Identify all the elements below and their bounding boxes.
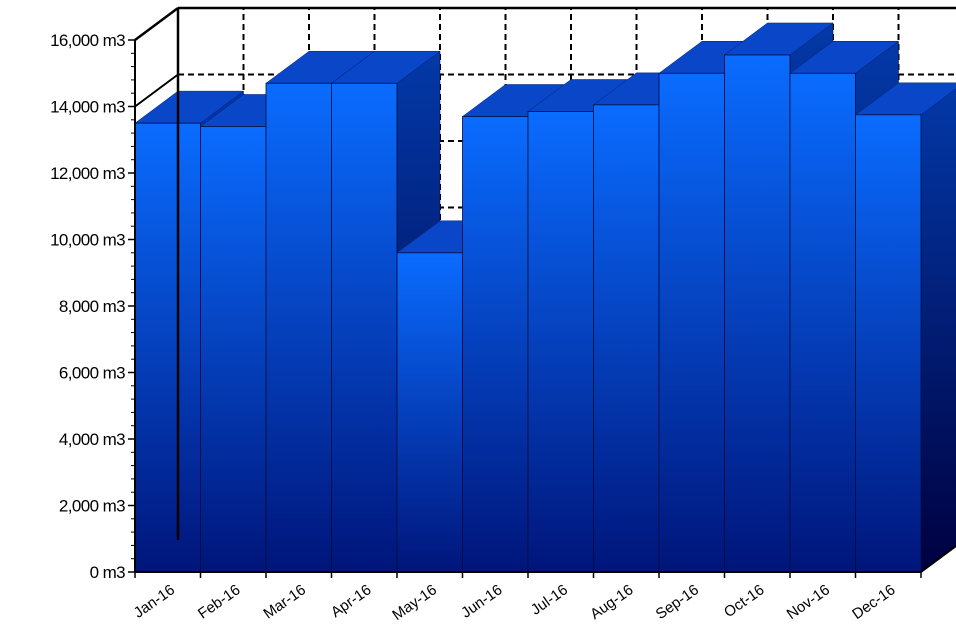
y-tick-label: 10,000 m3: [50, 231, 125, 250]
x-tick-label: Oct-16: [721, 581, 768, 621]
x-tick-label: Nov-16: [784, 581, 833, 623]
x-tick-label: Feb-16: [195, 581, 244, 622]
x-tick-label: Sep-16: [653, 581, 702, 623]
bar: [854, 82, 956, 573]
x-tick-label: Jul-16: [528, 581, 571, 618]
y-tick-label: 14,000 m3: [50, 98, 125, 117]
x-tick-label: Aug-16: [587, 581, 636, 623]
y-tick-label: 4,000 m3: [59, 430, 125, 449]
bar-front: [265, 82, 332, 573]
bar-front: [789, 72, 856, 573]
y-tick-label: 12,000 m3: [50, 164, 125, 183]
bars: [134, 22, 956, 573]
y-tick-label: 2,000 m3: [59, 497, 125, 516]
y-tick-label: 16,000 m3: [50, 31, 125, 50]
y-tick-label: 8,000 m3: [59, 297, 125, 316]
bar-front: [396, 252, 463, 573]
x-tick-label: Jun-16: [458, 581, 505, 621]
side-wall-top: [134, 6, 179, 42]
bar-front: [331, 82, 398, 573]
bar-front: [527, 111, 594, 573]
x-tick-label: Mar-16: [260, 581, 309, 622]
axes: [128, 6, 956, 578]
bar-side: [920, 88, 956, 573]
x-tick-label: Dec-16: [849, 581, 898, 623]
bar-front: [462, 116, 529, 573]
x-tick-label: Apr-16: [328, 581, 375, 621]
floor-right-edge: [920, 544, 956, 573]
x-tick-label: Jan-16: [131, 581, 178, 621]
bar-front: [200, 126, 267, 573]
bar-front: [593, 104, 660, 573]
y-tick-label: 6,000 m3: [59, 364, 125, 383]
x-tick-label: May-16: [389, 581, 440, 624]
bar-front: [134, 122, 201, 573]
y-tick-label: 0 m3: [90, 563, 126, 582]
bar-front: [855, 114, 922, 573]
bar-front: [724, 54, 791, 573]
gridline-side: [134, 73, 179, 108]
bar-front: [658, 72, 725, 573]
